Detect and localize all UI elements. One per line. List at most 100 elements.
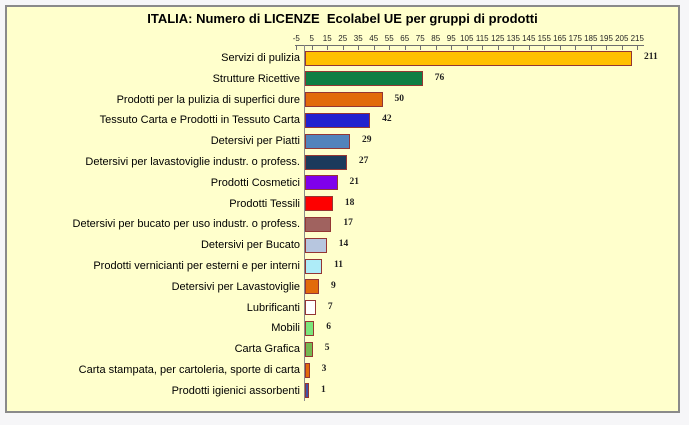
axis-tick bbox=[420, 45, 422, 50]
axis-tick bbox=[482, 45, 484, 50]
axis-tick bbox=[606, 45, 608, 50]
value-label: 27 bbox=[358, 156, 369, 166]
value-label: 7 bbox=[327, 301, 333, 312]
value-label: 211 bbox=[644, 52, 658, 62]
bar bbox=[305, 279, 319, 295]
axis-tick bbox=[497, 45, 499, 50]
axis-tick bbox=[451, 45, 453, 50]
category-label: Prodotti vernicianti per esterni e per i… bbox=[93, 260, 300, 272]
bar bbox=[305, 258, 323, 274]
category-label: Detersivi per Bucato bbox=[200, 239, 300, 252]
axis-tick bbox=[590, 45, 592, 50]
bar bbox=[305, 237, 327, 253]
axis-tick-label: 125 bbox=[491, 34, 505, 43]
chart-title: ITALIA: Numero di LICENZE Ecolabel UE pe… bbox=[147, 11, 538, 26]
value-label: 21 bbox=[349, 176, 360, 187]
value-label: 5 bbox=[324, 343, 330, 354]
category-label: Prodotti Cosmetici bbox=[210, 176, 300, 189]
bar bbox=[305, 112, 371, 128]
axis-tick-label: 145 bbox=[522, 34, 536, 43]
axis-tick bbox=[466, 45, 468, 50]
axis-tick-label: 115 bbox=[475, 34, 489, 43]
axis-tick bbox=[373, 45, 375, 50]
value-label: 18 bbox=[344, 197, 355, 208]
axis-tick bbox=[404, 45, 406, 50]
axis-tick-label: 25 bbox=[338, 34, 348, 43]
bar bbox=[305, 92, 383, 108]
bar bbox=[305, 154, 347, 170]
axis-tick bbox=[575, 45, 577, 50]
value-label: 11 bbox=[334, 260, 344, 270]
bar bbox=[305, 71, 423, 87]
bar bbox=[305, 133, 350, 149]
axis-tick bbox=[296, 45, 298, 50]
value-label: 50 bbox=[394, 93, 405, 104]
axis-tick bbox=[327, 45, 329, 50]
axis-tick bbox=[528, 45, 530, 50]
axis-tick-label: 185 bbox=[584, 34, 598, 43]
axis-tick bbox=[637, 45, 639, 50]
value-label: 17 bbox=[343, 218, 353, 229]
axis-tick bbox=[621, 45, 623, 50]
category-label: Mobili bbox=[271, 322, 300, 335]
category-label: Prodotti igienici assorbenti bbox=[171, 384, 300, 397]
axis-tick-label: 45 bbox=[369, 34, 379, 43]
category-label: Carta stampata, per cartoleria, sporte d… bbox=[78, 364, 300, 376]
axis-tick-label: 65 bbox=[400, 34, 410, 43]
axis-tick-label: 165 bbox=[553, 34, 567, 43]
value-label: 9 bbox=[330, 280, 336, 291]
value-label: 42 bbox=[382, 114, 392, 125]
axis-tick-label: 195 bbox=[599, 34, 613, 43]
axis-tick-label: 35 bbox=[353, 34, 363, 43]
axis-tick-label: 5 bbox=[309, 34, 314, 43]
axis-tick bbox=[435, 45, 437, 50]
value-label: 14 bbox=[338, 239, 349, 250]
axis-tick-label: 95 bbox=[446, 34, 456, 43]
axis-tick-label: 85 bbox=[431, 34, 441, 43]
axis-tick-label: 105 bbox=[460, 34, 474, 43]
value-label: 76 bbox=[434, 72, 445, 83]
value-label: 3 bbox=[321, 364, 327, 374]
category-label: Carta Grafica bbox=[234, 343, 300, 356]
value-label: 1 bbox=[321, 384, 326, 395]
axis-tick-label: 55 bbox=[384, 34, 394, 43]
category-label: Detersivi per bucato per uso industr. o … bbox=[72, 218, 300, 231]
axis-tick-label: 155 bbox=[537, 34, 551, 43]
axis-tick-label: -5 bbox=[292, 34, 300, 43]
bar bbox=[305, 362, 310, 378]
category-label: Lubrificanti bbox=[246, 301, 300, 314]
axis-tick-label: 75 bbox=[415, 34, 425, 43]
category-axis-line bbox=[304, 45, 305, 401]
category-label: Detersivi per lavastoviglie industr. o p… bbox=[85, 156, 300, 168]
category-label: Detersivi per Lavastoviglie bbox=[171, 280, 300, 293]
axis-tick bbox=[311, 45, 313, 50]
category-label: Prodotti Tessili bbox=[229, 197, 300, 210]
axis-tick bbox=[342, 45, 344, 50]
bar bbox=[305, 50, 633, 66]
axis-tick bbox=[358, 45, 360, 50]
axis-tick-label: 205 bbox=[615, 34, 629, 43]
bar bbox=[305, 175, 338, 191]
axis-tick-label: 215 bbox=[630, 34, 644, 43]
value-label: 29 bbox=[361, 135, 372, 146]
axis-tick bbox=[513, 45, 515, 50]
axis-tick-label: 135 bbox=[506, 34, 520, 43]
bar bbox=[305, 320, 315, 336]
bar bbox=[305, 300, 316, 316]
axis-tick bbox=[544, 45, 546, 50]
axis-tick bbox=[389, 45, 391, 50]
category-label: Tessuto Carta e Prodotti in Tessuto Cart… bbox=[99, 114, 300, 127]
axis-tick-label: 15 bbox=[322, 34, 332, 43]
category-label: Strutture Ricettive bbox=[212, 72, 300, 85]
category-label: Servizi di pulizia bbox=[221, 52, 300, 64]
category-label: Detersivi per Piatti bbox=[210, 135, 300, 148]
value-axis-line bbox=[295, 45, 645, 46]
bar bbox=[305, 196, 333, 212]
axis-tick bbox=[559, 45, 561, 50]
axis-tick-label: 175 bbox=[568, 34, 582, 43]
bar bbox=[305, 383, 309, 399]
bar bbox=[305, 216, 332, 232]
bar bbox=[305, 341, 313, 357]
value-label: 6 bbox=[326, 322, 332, 333]
